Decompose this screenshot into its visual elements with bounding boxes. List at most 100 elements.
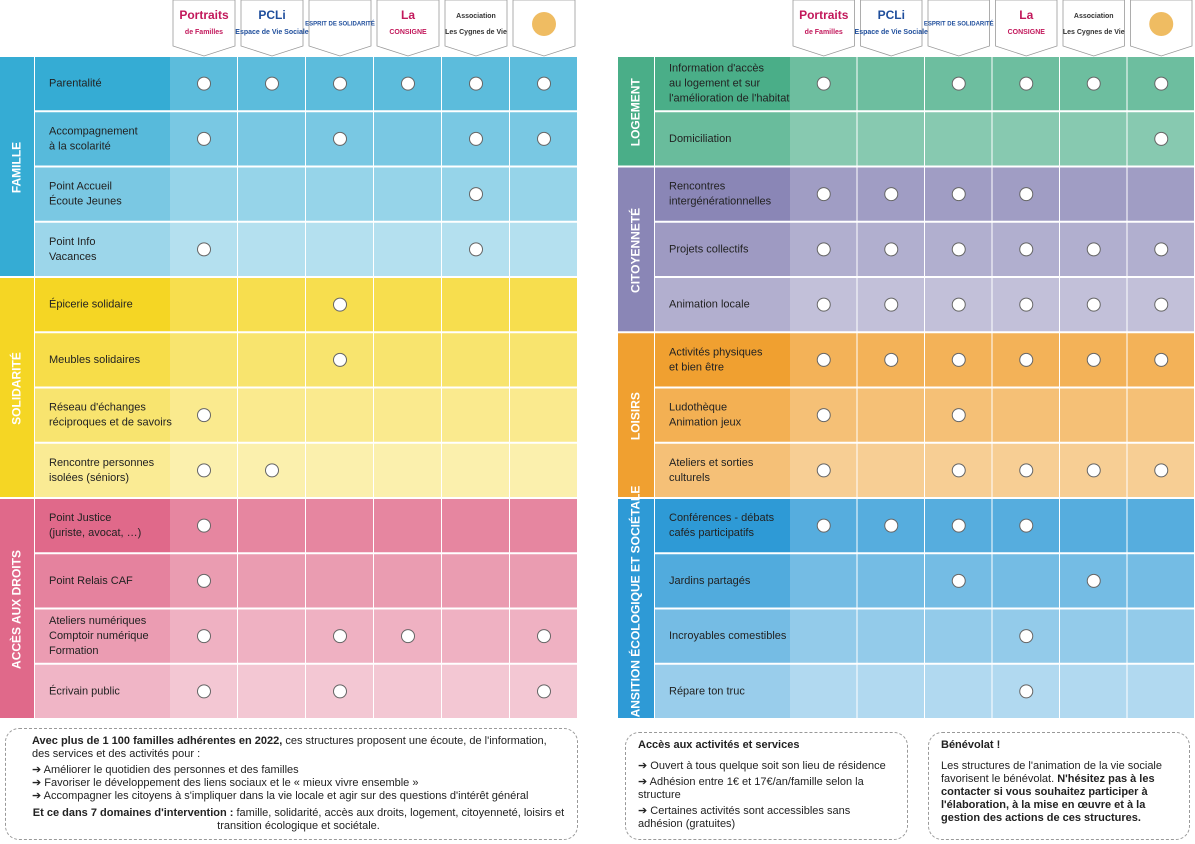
participation-dot [1019, 242, 1034, 257]
cell [238, 222, 305, 276]
participation-dot [1019, 297, 1034, 312]
participation-dot [816, 76, 831, 91]
outro: Et ce dans 7 domaines d'intervention : f… [32, 807, 565, 833]
cell [1127, 554, 1194, 608]
participation-dot [1154, 242, 1169, 257]
logo-text: de Familles [805, 29, 843, 36]
row-label-bg [35, 278, 170, 332]
logo-text: CONSIGNE [1008, 29, 1046, 36]
cell [992, 554, 1059, 608]
participation-dot [951, 518, 966, 533]
row-label: Comptoir numérique [49, 630, 149, 642]
participation-dot [333, 352, 347, 367]
logo-text: Espace de Vie Sociale [855, 29, 929, 36]
participation-dot [401, 629, 415, 644]
row-label: réciproques et de savoirs [49, 417, 172, 429]
cell [442, 554, 509, 608]
cell [510, 167, 577, 221]
cell [1060, 112, 1127, 166]
outro-text: famille, solidarité, accès aux droits, l… [217, 807, 565, 832]
participation-dot [951, 297, 966, 312]
participation-dot [469, 187, 483, 202]
cell [442, 609, 509, 663]
cell [374, 443, 441, 497]
participation-dot [1154, 131, 1169, 146]
logo-card [860, 0, 923, 57]
row-label-bg [35, 388, 170, 442]
row-label: au logement et sur [669, 78, 760, 90]
row-label: Point Justice [49, 512, 111, 524]
cell [510, 554, 577, 608]
participation-dot [1154, 463, 1169, 478]
section-strip [0, 278, 34, 497]
bullet: ➔ Adhésion entre 1€ et 17€/an/famille se… [638, 776, 864, 801]
cell [238, 388, 305, 442]
section-strip [618, 57, 654, 166]
row-label: Point Info [49, 236, 95, 248]
cell [857, 57, 924, 111]
cell [1060, 499, 1127, 553]
cell [170, 333, 237, 387]
cell [790, 664, 857, 718]
cell [374, 664, 441, 718]
logo-icon [1149, 12, 1174, 36]
participation-dot [197, 573, 211, 588]
cell [857, 443, 924, 497]
logo-card [172, 0, 236, 57]
cell [374, 167, 441, 221]
cell [857, 112, 924, 166]
cell [510, 388, 577, 442]
intro-box: Avec plus de 1 100 familles adhérentes e… [5, 728, 578, 840]
cell [510, 278, 577, 332]
section-title: CITOYENNETÉ [628, 208, 643, 293]
cell [790, 112, 857, 166]
participation-dot [469, 242, 483, 257]
cell [238, 167, 305, 221]
cell [510, 333, 577, 387]
participation-dot [197, 463, 211, 478]
cell [1127, 388, 1194, 442]
participation-dot [951, 187, 966, 202]
participation-dot [537, 629, 551, 644]
bullet: ➔ Certaines activités sont accessibles s… [638, 805, 851, 830]
cell [1127, 664, 1194, 718]
volunteer-title: Bénévolat ! [941, 739, 1001, 751]
row-label: l'amélioration de l'habitat [669, 93, 789, 105]
participation-dot [816, 297, 831, 312]
row-label-bg [655, 167, 790, 221]
row-label-bg [655, 57, 790, 111]
participation-dot [1019, 352, 1034, 367]
row-label-bg [655, 222, 790, 276]
row-label: Jardins partagés [669, 575, 751, 587]
cell [925, 112, 992, 166]
logo-text: Association [1074, 13, 1114, 20]
row-label-bg [655, 499, 790, 553]
participation-dot [197, 684, 211, 699]
cell [306, 554, 373, 608]
cell [238, 609, 305, 663]
participation-dot [816, 352, 831, 367]
cell [925, 664, 992, 718]
section-strip [618, 167, 654, 332]
row-label-bg [655, 112, 790, 166]
bullet: ➔ Améliorer le quotidien des personnes e… [32, 764, 299, 776]
logo-card [444, 0, 508, 57]
cell [790, 554, 857, 608]
row-label: Écoute Jeunes [49, 195, 122, 208]
participation-dot [884, 297, 899, 312]
row-label-bg [655, 609, 790, 663]
row-label-bg [35, 499, 170, 553]
participation-dot [197, 518, 211, 533]
participation-dot [951, 408, 966, 423]
participation-dot [469, 76, 483, 91]
cell [857, 388, 924, 442]
row-label: Rencontre personnes [49, 457, 155, 469]
logo-text: Portraits [179, 8, 229, 22]
logo-text: La [1019, 8, 1033, 22]
cell [442, 388, 509, 442]
participation-dot [537, 76, 551, 91]
participation-dot [1154, 297, 1169, 312]
participation-dot [1019, 518, 1034, 533]
row-label: Ateliers et sorties [669, 457, 754, 469]
